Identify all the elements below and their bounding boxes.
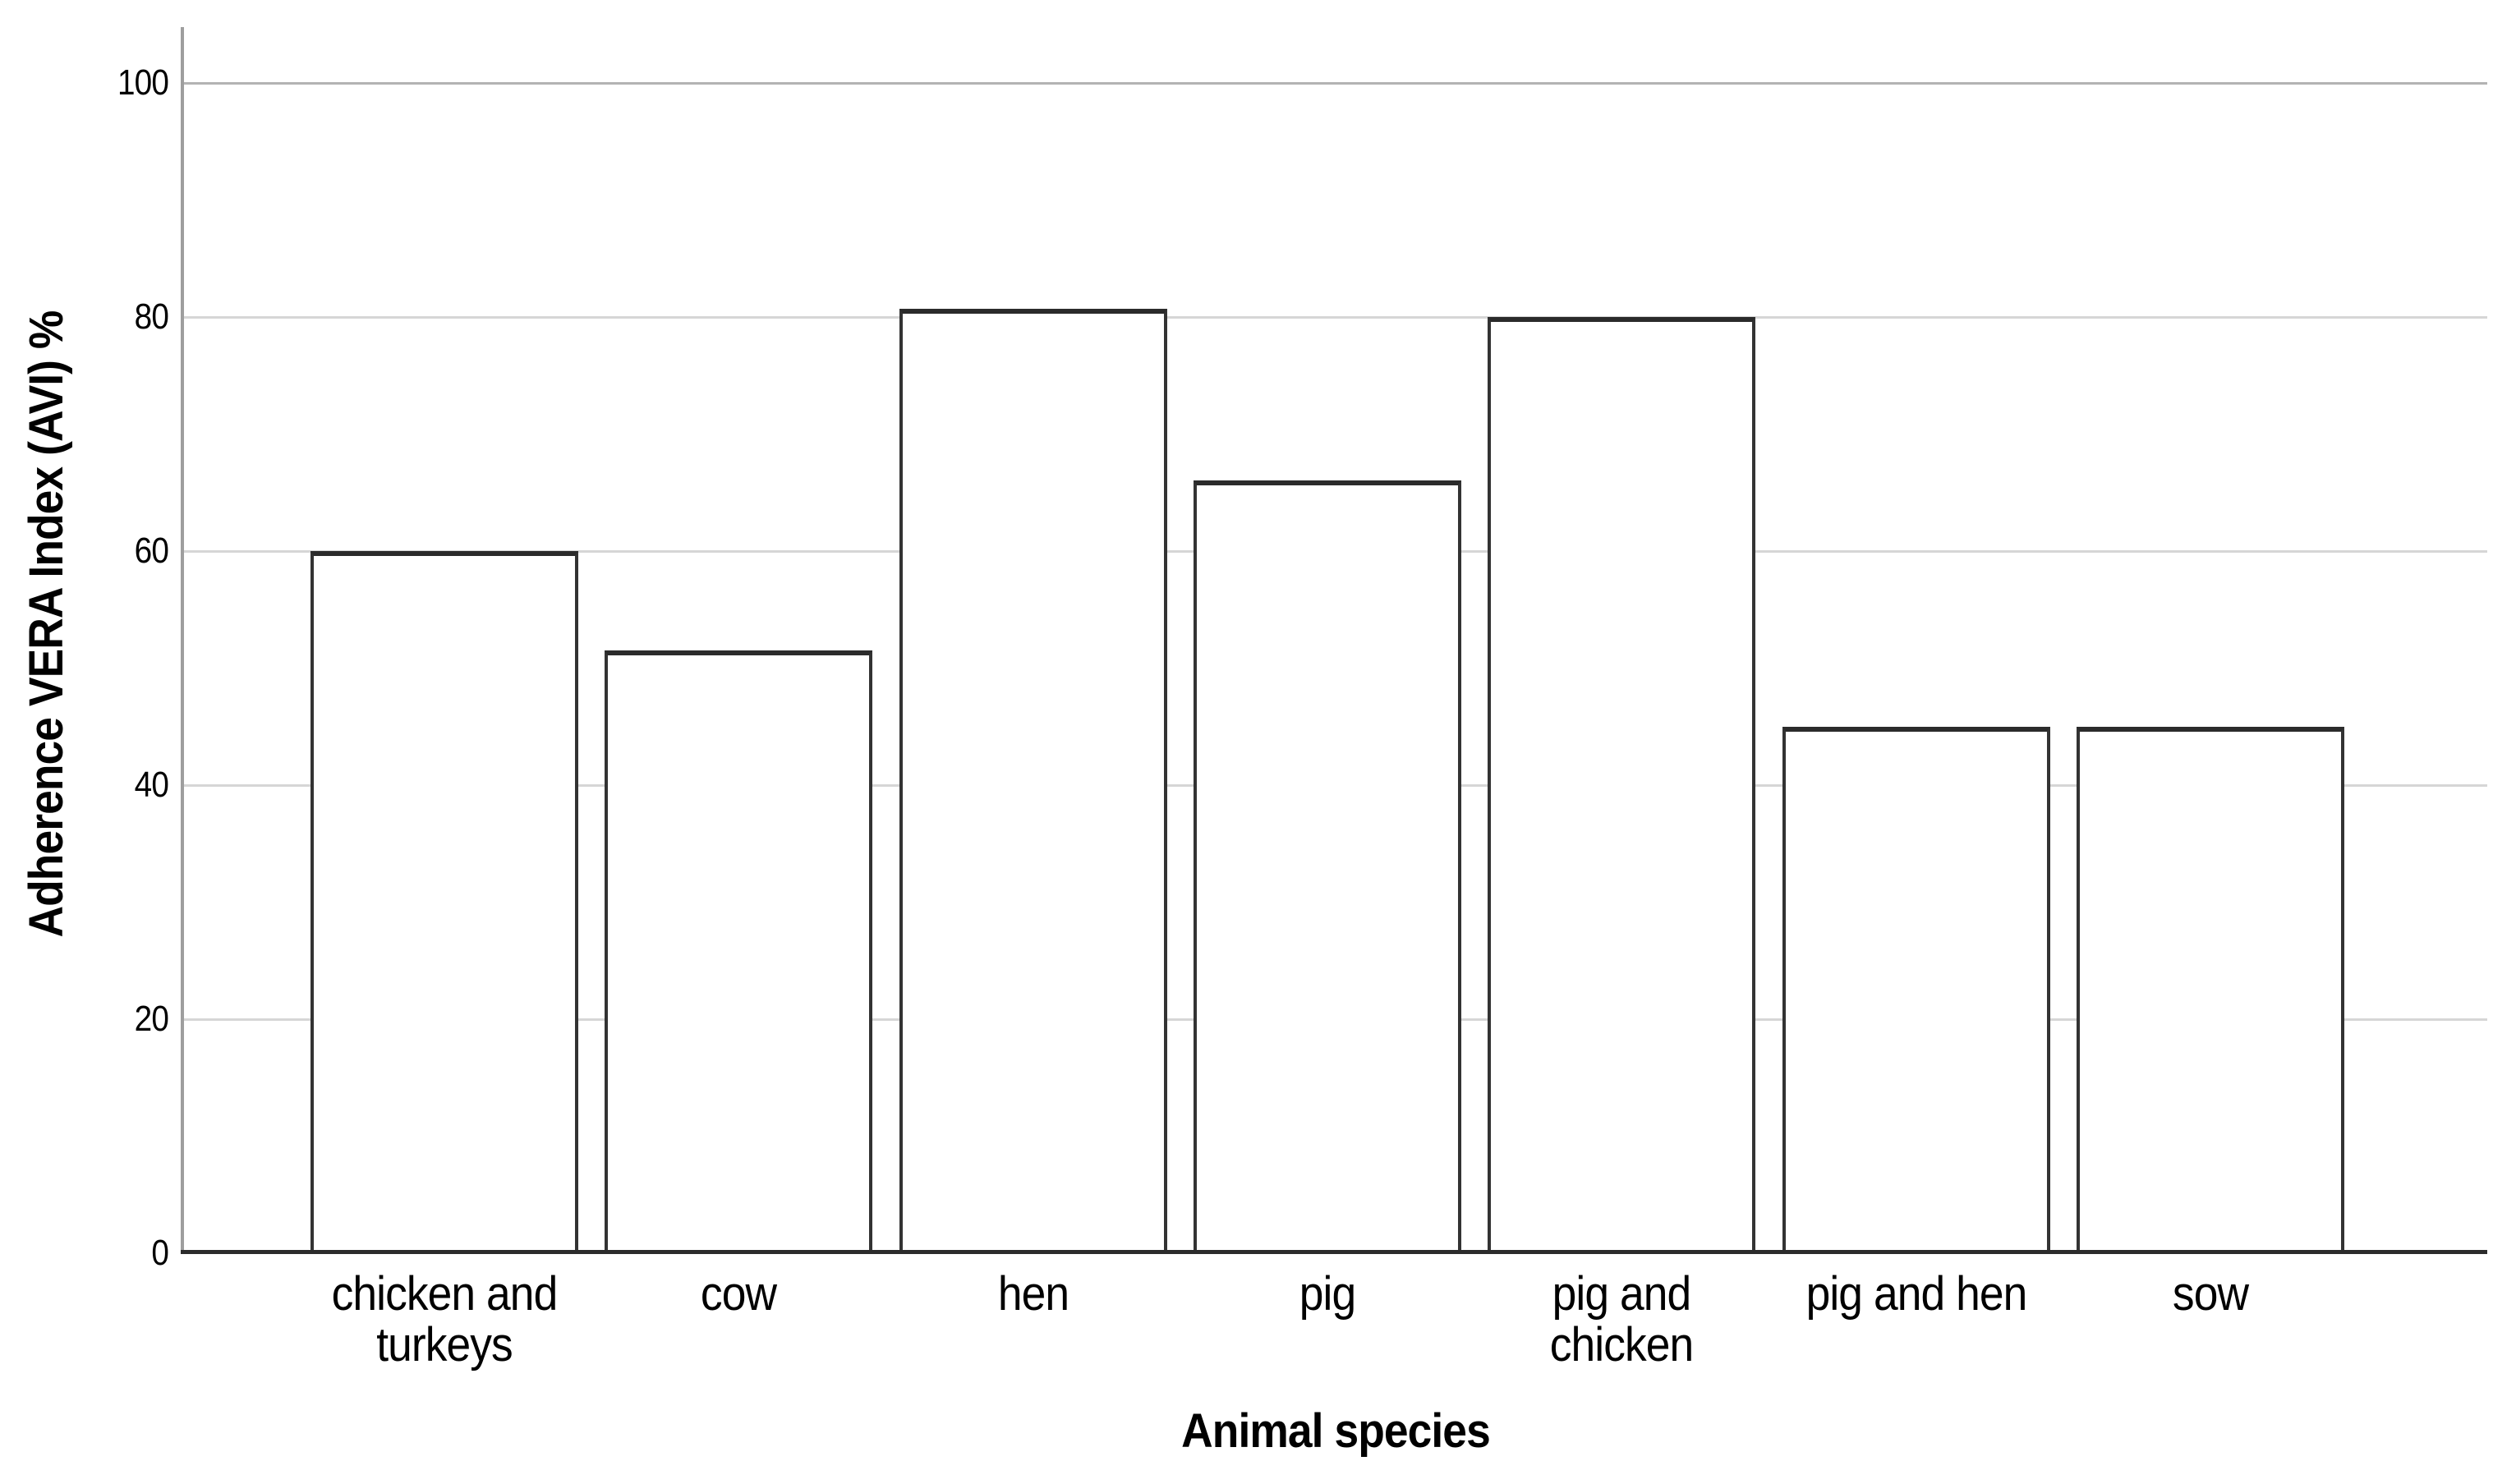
y-tick-label-0: 0: [151, 1233, 169, 1273]
y-tick-label-80: 80: [134, 296, 169, 337]
bar-cow: [605, 650, 872, 1253]
y-tick-label-40: 40: [134, 765, 169, 805]
x-category-label-hen: hen: [997, 1267, 1069, 1321]
x-category-label-sow: sow: [2172, 1267, 2249, 1321]
x-category-label-pig-and-chicken: pig and chicken: [1549, 1267, 1694, 1371]
x-category-label-pig: pig: [1299, 1267, 1356, 1321]
bar-hen: [899, 309, 1167, 1253]
gridline-100: [181, 81, 2487, 85]
bar-pig: [1194, 480, 1461, 1253]
x-axis-title: Animal species: [1181, 1404, 1491, 1458]
y-tick-label-100: 100: [117, 62, 169, 103]
x-category-label-cow: cow: [700, 1267, 777, 1321]
bar-pig-and-hen: [1782, 727, 2050, 1253]
y-tick-label-20: 20: [134, 999, 169, 1039]
bar-chicken-and-turkeys: [310, 551, 578, 1253]
gridline-80: [181, 315, 2487, 319]
y-axis-line: [181, 27, 184, 1253]
bar-pig-and-chicken: [1488, 317, 1755, 1253]
x-category-label-pig-and-hen: pig and hen: [1805, 1267, 2028, 1321]
x-category-label-chicken-and-turkeys: chicken and turkeys: [331, 1267, 559, 1371]
x-axis-line: [181, 1250, 2487, 1254]
y-tick-label-60: 60: [134, 531, 169, 571]
bar-sow: [2077, 727, 2344, 1253]
